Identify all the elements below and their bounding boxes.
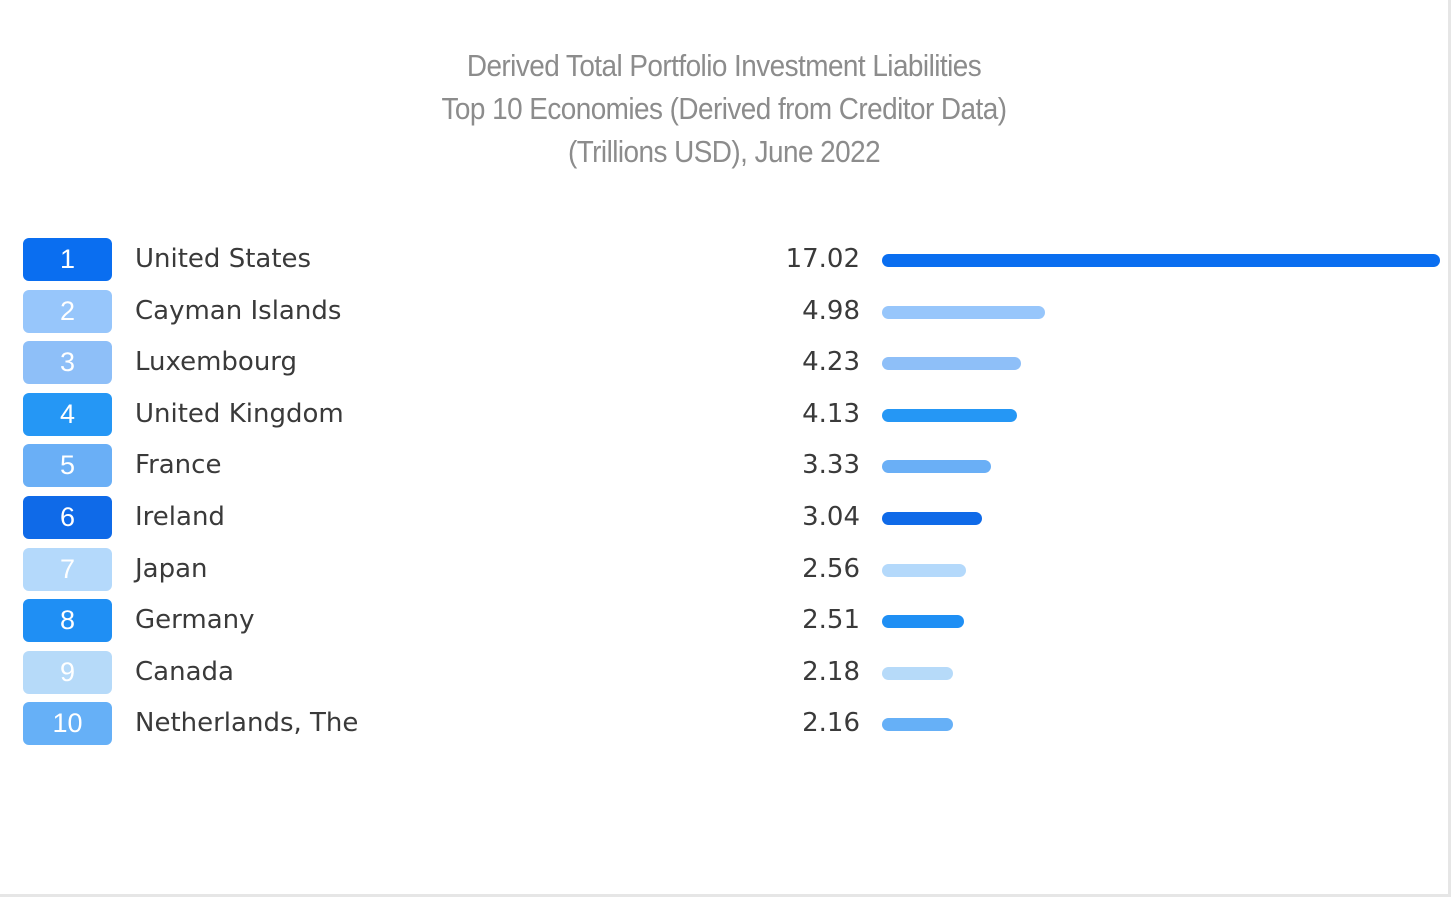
- value-label: 2.18: [802, 657, 860, 687]
- chart-title: Derived Total Portfolio Investment Liabi…: [0, 44, 1448, 173]
- rank-badge: 10: [23, 702, 112, 745]
- rank-badge: 6: [23, 496, 112, 539]
- country-label: United Kingdom: [135, 399, 344, 429]
- value-label: 2.56: [802, 554, 860, 584]
- chart-title-line-3: (Trillions USD), June 2022: [567, 134, 881, 169]
- value-bar: [882, 615, 964, 628]
- chart-title-line-1: Derived Total Portfolio Investment Liabi…: [466, 48, 982, 83]
- country-label: France: [135, 450, 222, 480]
- value-label: 3.04: [802, 502, 860, 532]
- country-label: Cayman Islands: [135, 296, 342, 326]
- rank-badge: 7: [23, 548, 112, 591]
- country-label: Japan: [135, 554, 208, 584]
- value-label: 4.13: [802, 399, 860, 429]
- rank-badge: 8: [23, 599, 112, 642]
- value-label: 4.98: [802, 296, 860, 326]
- value-bar: [882, 254, 1440, 267]
- value-bar: [882, 667, 953, 680]
- country-label: Luxembourg: [135, 347, 298, 377]
- country-label: Ireland: [135, 502, 225, 532]
- value-label: 3.33: [802, 450, 860, 480]
- value-bar: [882, 564, 966, 577]
- country-label: Canada: [135, 657, 234, 687]
- rank-badge: 2: [23, 290, 112, 333]
- value-bar: [882, 357, 1021, 370]
- rank-badge: 5: [23, 444, 112, 487]
- rank-badge: 4: [23, 393, 112, 436]
- country-label: Netherlands, The: [135, 708, 359, 738]
- value-label: 4.23: [802, 347, 860, 377]
- country-label: Germany: [135, 605, 255, 635]
- rank-badge: 3: [23, 341, 112, 384]
- value-bar: [882, 460, 991, 473]
- chart-title-line-2: Top 10 Economies (Derived from Creditor …: [441, 91, 1007, 126]
- value-bar: [882, 409, 1017, 422]
- value-bar: [882, 306, 1045, 319]
- value-bar: [882, 512, 982, 525]
- value-label: 17.02: [785, 244, 860, 274]
- country-label: United States: [135, 244, 312, 274]
- rank-badge: 9: [23, 651, 112, 694]
- value-label: 2.51: [802, 605, 860, 635]
- value-bar: [882, 718, 953, 731]
- value-label: 2.16: [802, 708, 860, 738]
- rank-badge: 1: [23, 238, 112, 281]
